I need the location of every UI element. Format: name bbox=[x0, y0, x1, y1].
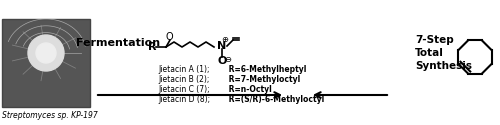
Text: R=n-Octyl: R=n-Octyl bbox=[226, 85, 272, 94]
Text: R=6-Methylheptyl: R=6-Methylheptyl bbox=[226, 65, 306, 74]
FancyBboxPatch shape bbox=[2, 19, 90, 107]
Text: N: N bbox=[217, 41, 226, 51]
Text: Jietacin C (7);: Jietacin C (7); bbox=[158, 85, 210, 94]
Text: R=(S/R)-6-Methyloctyl: R=(S/R)-6-Methyloctyl bbox=[226, 95, 324, 104]
Text: ⊖: ⊖ bbox=[224, 54, 232, 64]
Text: 7-Step
Total
Synthesis: 7-Step Total Synthesis bbox=[415, 35, 472, 71]
Text: Jietacin D (8);: Jietacin D (8); bbox=[158, 95, 210, 104]
Text: O: O bbox=[218, 56, 226, 66]
Text: ⊕: ⊕ bbox=[222, 36, 228, 44]
Text: R: R bbox=[148, 42, 156, 52]
Text: Streptomyces sp. KP-197: Streptomyces sp. KP-197 bbox=[2, 111, 98, 120]
Text: O: O bbox=[165, 32, 173, 42]
Text: Fermentation: Fermentation bbox=[76, 38, 160, 48]
Text: R=7-Methyloctyl: R=7-Methyloctyl bbox=[226, 75, 300, 84]
Text: Jietacin A (1);: Jietacin A (1); bbox=[158, 65, 210, 74]
Text: Jietacin B (2);: Jietacin B (2); bbox=[158, 75, 210, 84]
Circle shape bbox=[28, 35, 64, 71]
Circle shape bbox=[36, 43, 56, 63]
